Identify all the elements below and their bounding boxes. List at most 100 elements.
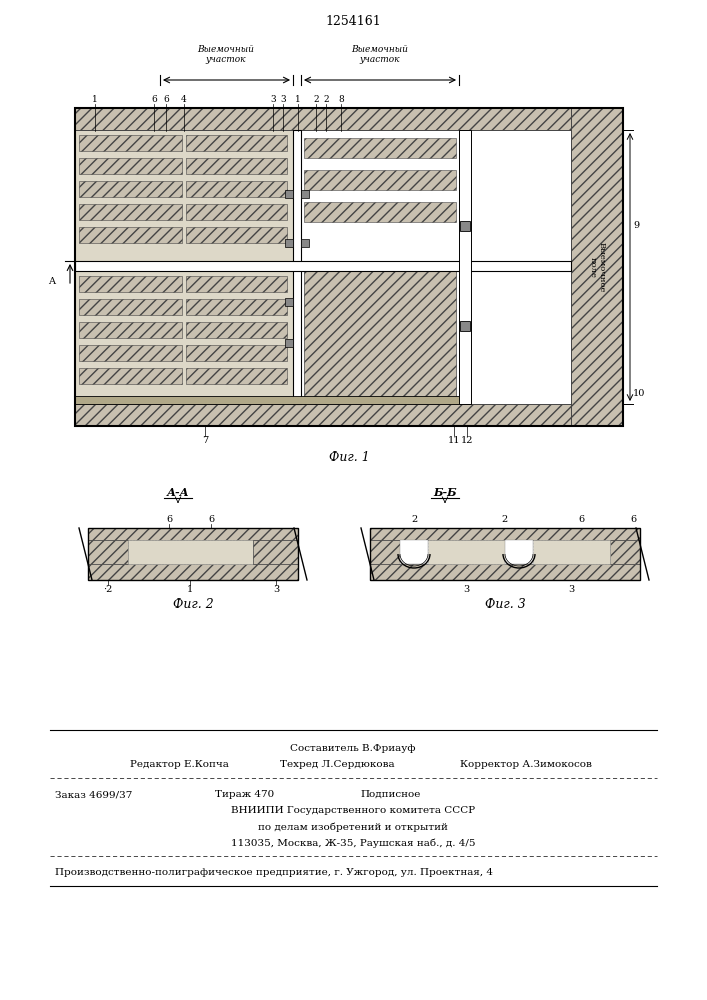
Bar [301,239,309,247]
Text: А-А: А-А [167,487,189,498]
Text: Выемочное
поле: Выемочное поле [588,242,606,292]
Bar [186,227,287,243]
Bar [79,322,182,338]
Text: Тираж 470: Тираж 470 [215,790,274,799]
Text: 6: 6 [208,515,214,524]
Bar [459,130,471,404]
Bar [304,138,456,158]
Text: 6: 6 [578,515,584,524]
Bar [79,345,182,361]
Bar [186,299,287,315]
Text: 2: 2 [411,515,417,524]
Bar [304,202,456,222]
Text: 3: 3 [273,585,279,594]
Bar [186,158,287,174]
Bar [370,528,640,540]
Text: 6: 6 [163,95,169,104]
Text: Корректор А.Зимокосов: Корректор А.Зимокосов [460,760,592,769]
Text: 3: 3 [280,95,286,104]
Text: Заказ 4699/37: Заказ 4699/37 [55,790,132,799]
Bar [79,135,182,151]
Bar [79,299,182,315]
Text: 3: 3 [270,95,276,104]
Bar [75,108,623,426]
Bar [571,108,623,426]
Bar [370,528,640,580]
Text: 6: 6 [630,515,636,524]
Bar [75,404,623,426]
Bar [253,540,298,564]
Bar [79,276,182,292]
Bar [79,227,182,243]
Text: Выемочный
участок: Выемочный участок [351,45,409,64]
Text: 1254161: 1254161 [325,15,381,28]
Bar [301,190,309,198]
Bar [186,204,287,220]
Bar [460,321,470,331]
Bar [370,564,640,580]
Text: 12: 12 [461,436,473,445]
Bar [533,540,610,564]
Text: 1: 1 [295,95,301,104]
Text: 8: 8 [338,95,344,104]
Text: 5: 5 [294,332,300,340]
Bar [75,396,459,404]
Bar [285,239,293,247]
Text: по делам изобретений и открытий: по делам изобретений и открытий [258,822,448,832]
Bar [88,540,128,564]
Bar [128,540,253,564]
Text: Фиг. 1: Фиг. 1 [329,451,369,464]
Text: 11: 11 [448,436,460,445]
Bar [79,368,182,384]
Bar [370,540,400,564]
Text: Фиг. 2: Фиг. 2 [173,598,214,611]
Text: 5: 5 [294,196,300,206]
Text: 113035, Москва, Ж-35, Раушская наб., д. 4/5: 113035, Москва, Ж-35, Раушская наб., д. … [230,838,475,848]
Text: ·2: ·2 [103,585,112,594]
Text: 2: 2 [501,515,507,524]
Bar [285,339,293,347]
Bar [88,528,298,540]
Text: 3: 3 [463,585,469,594]
Text: 4: 4 [181,95,187,104]
Bar [75,108,623,130]
Bar [88,528,298,580]
Bar [75,271,293,404]
Bar [75,130,293,261]
Text: Техред Л.Сердюкова: Техред Л.Сердюкова [280,760,395,769]
Bar [75,261,571,271]
Text: Производственно-полиграфическое предприятие, г. Ужгород, ул. Проектная, 4: Производственно-полиграфическое предприя… [55,868,493,877]
Text: Составитель В.Фриауф: Составитель В.Фриауф [291,744,416,753]
Text: 1: 1 [187,585,193,594]
Bar [88,564,298,580]
Text: A: A [48,276,55,286]
Bar [293,130,301,404]
Text: Фиг. 3: Фиг. 3 [484,598,525,611]
Bar [186,135,287,151]
Text: Редактор Е.Копча: Редактор Е.Копча [130,760,229,769]
Bar [285,190,293,198]
Text: 3: 3 [568,585,574,594]
Bar [79,204,182,220]
Bar [285,298,293,306]
Bar [428,540,505,564]
Bar [79,181,182,197]
Bar [186,181,287,197]
Bar [79,158,182,174]
Bar [304,170,456,190]
Bar [186,345,287,361]
Text: 7: 7 [202,436,208,445]
Bar [304,271,456,402]
Text: 1: 1 [92,95,98,104]
Text: ВНИИПИ Государственного комитета СССР: ВНИИПИ Государственного комитета СССР [231,806,475,815]
Bar [610,540,640,564]
Bar [186,276,287,292]
Text: 10: 10 [633,389,645,398]
Bar [186,368,287,384]
Text: 2: 2 [323,95,329,104]
Bar [400,540,428,564]
Bar [505,540,533,564]
Bar [186,322,287,338]
Text: Выемочный
участок: Выемочный участок [197,45,255,64]
Text: 2: 2 [313,95,319,104]
